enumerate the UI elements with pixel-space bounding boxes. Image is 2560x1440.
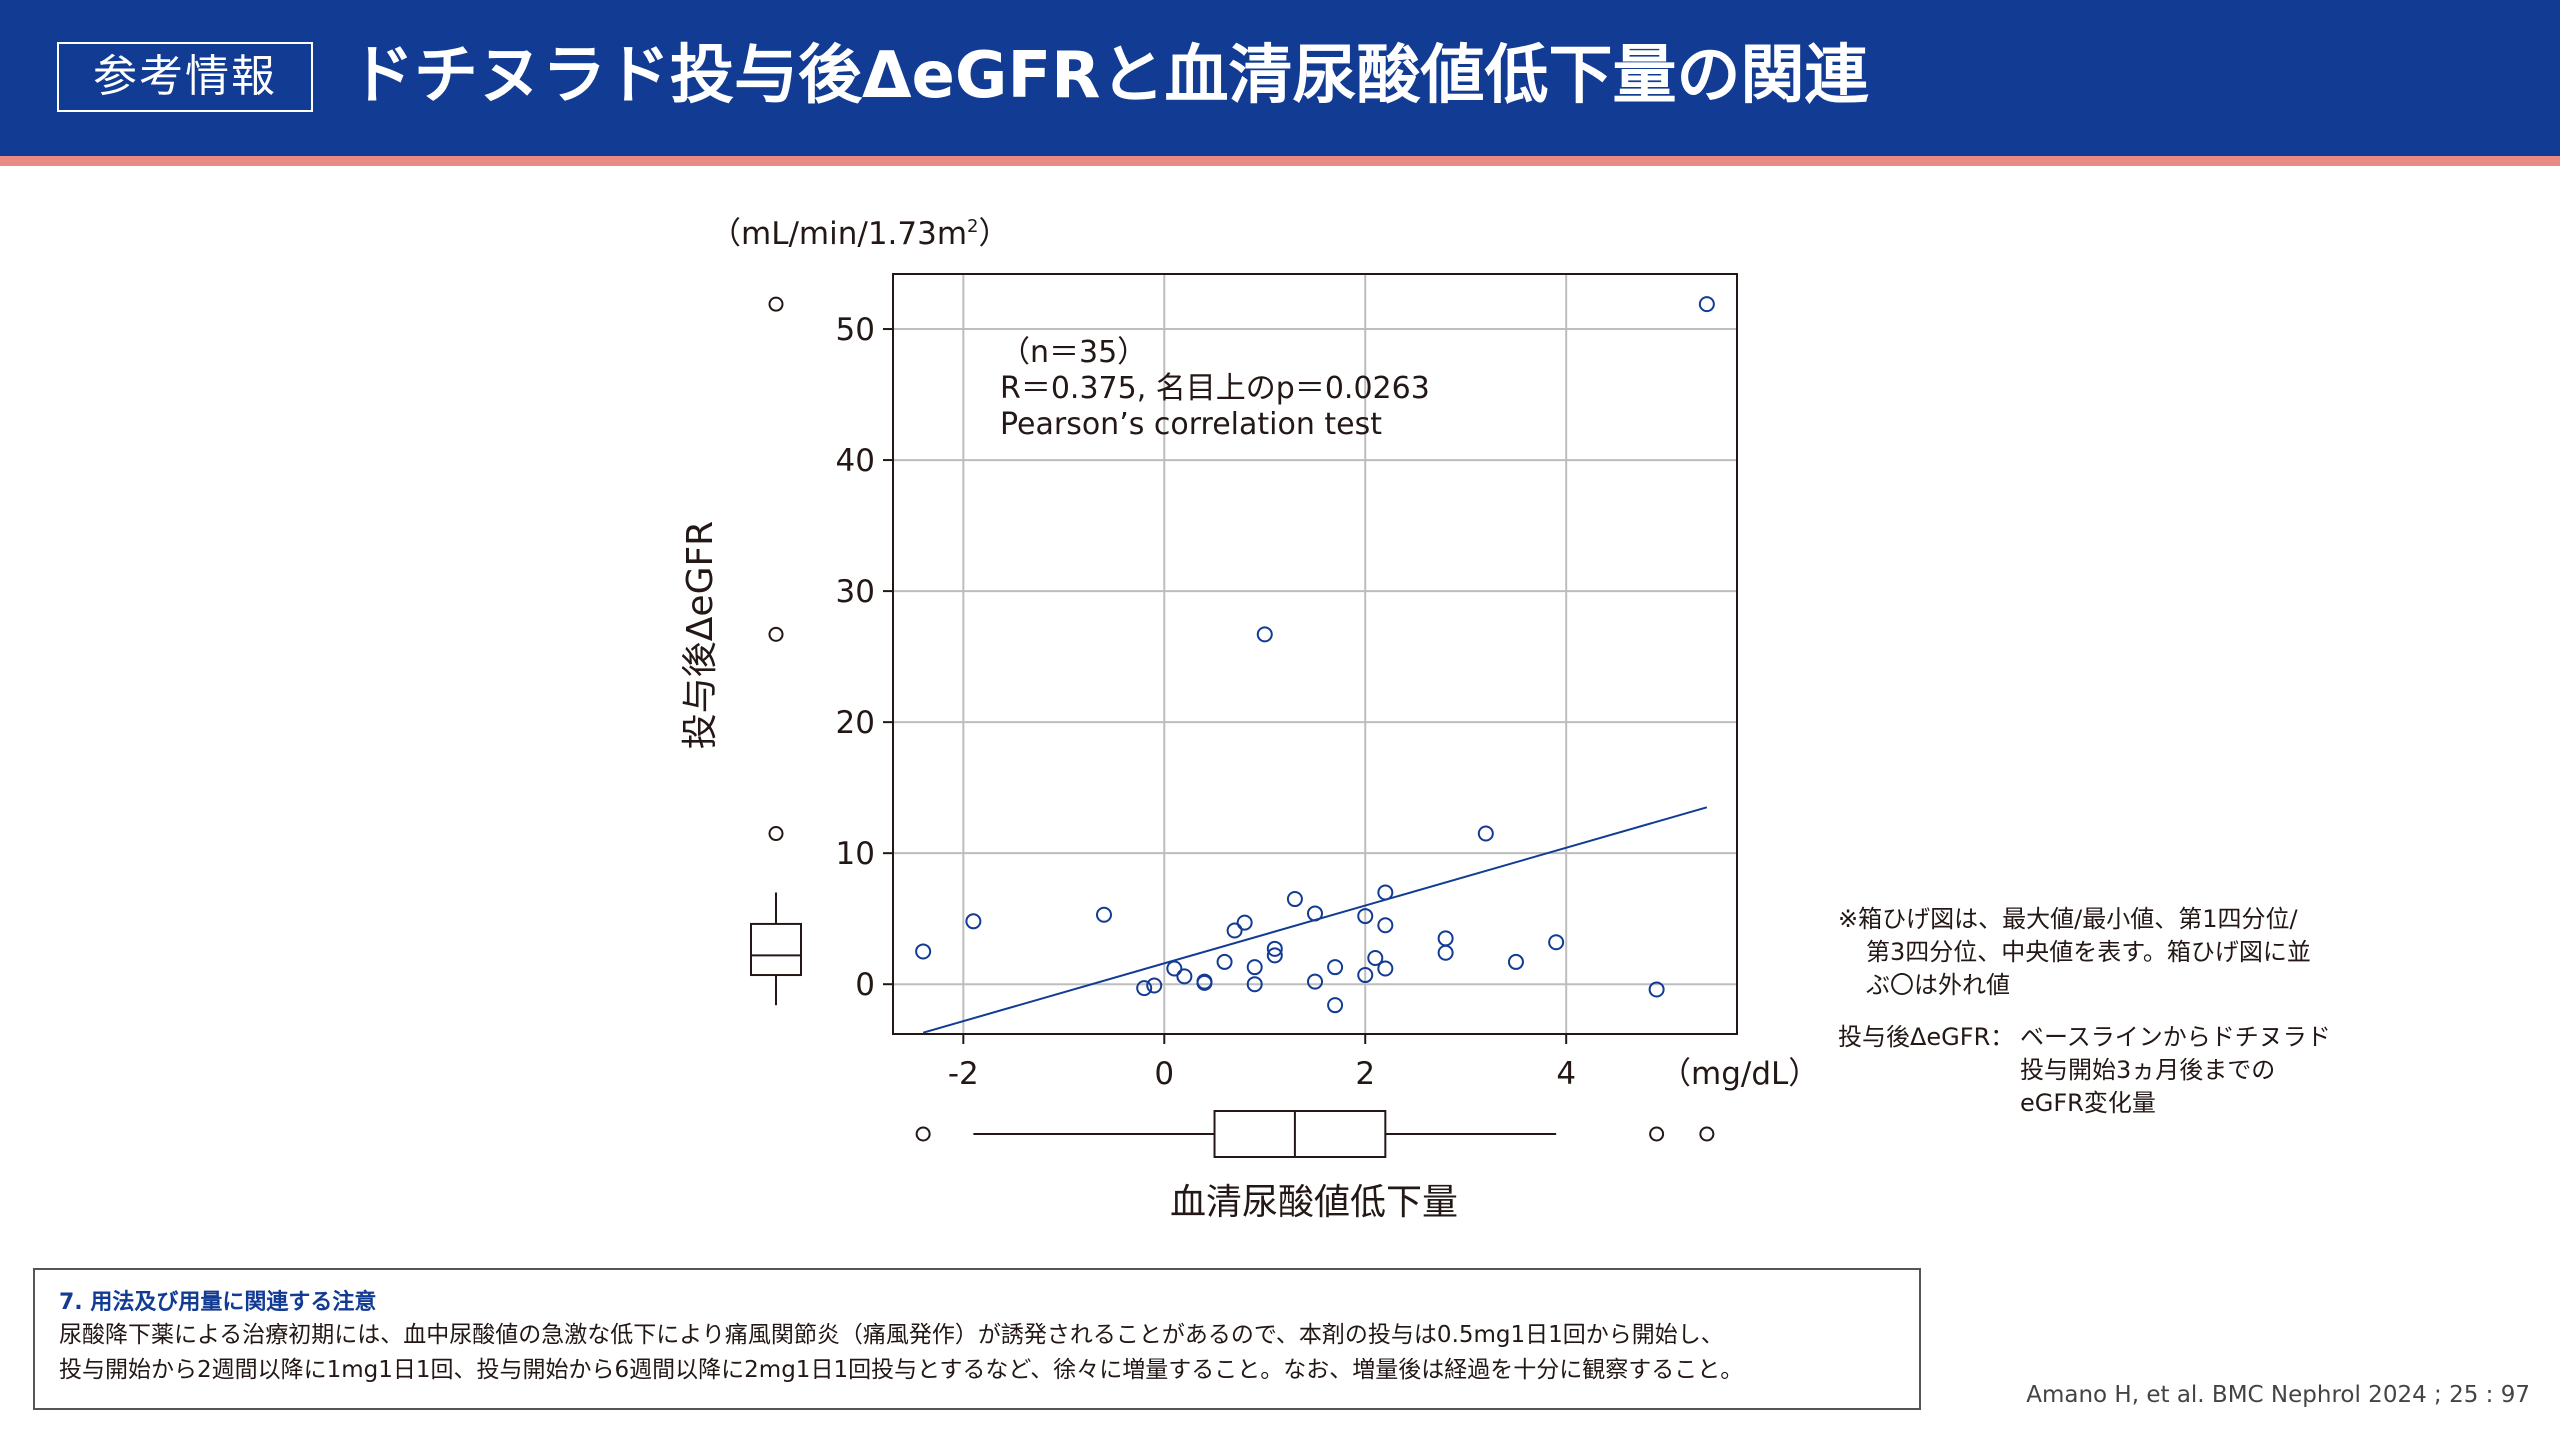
data-point xyxy=(1266,947,1283,964)
data-point xyxy=(1377,917,1394,934)
data-point xyxy=(1096,906,1112,923)
annotation-n: （n＝35） xyxy=(1000,335,1147,370)
y-unit-label: （mL/min/1.73m2） xyxy=(710,216,1010,252)
data-point xyxy=(1286,891,1303,908)
y-tick-label: 20 xyxy=(836,705,875,741)
definition-description: ベースラインからドチヌラド 投与開始3ヵ月後までの eGFR変化量 xyxy=(2020,1021,2380,1120)
x-tick-label: 2 xyxy=(1355,1056,1375,1092)
y-tick-label: 40 xyxy=(836,443,875,479)
accent-stripe xyxy=(0,156,2560,166)
data-point xyxy=(1266,940,1283,957)
data-point xyxy=(1246,959,1263,976)
data-point xyxy=(1307,973,1323,990)
data-point xyxy=(1357,908,1374,925)
dosage-caution-box: 7. 用法及び用量に関連する注意 尿酸降下薬による治療初期には、血中尿酸値の急激… xyxy=(33,1268,1921,1410)
y-unit-text: （mL/min/1.73m xyxy=(710,216,967,252)
data-point xyxy=(1307,905,1323,922)
y-tick-label: 30 xyxy=(836,574,875,610)
data-point xyxy=(1256,626,1273,643)
header-bar: 参考情報 ドチヌラド投与後ΔeGFRと血清尿酸値低下量の関連 xyxy=(0,0,2560,156)
x-tick-label: 0 xyxy=(1154,1056,1174,1092)
annotation-r-p: R＝0.375, 名目上のp＝0.0263 xyxy=(1000,371,1430,406)
footnote-line-3: ぶ〇は外れ値 xyxy=(1866,971,2010,999)
data-point xyxy=(1146,977,1163,994)
data-point xyxy=(1246,976,1263,993)
x-box-outlier xyxy=(1649,1126,1665,1142)
stats-annotation: （n＝35） R＝0.375, 名目上のp＝0.0263 Pearson’s c… xyxy=(1000,335,1430,442)
data-point xyxy=(1377,884,1394,901)
y-box-outlier xyxy=(768,826,784,842)
data-point xyxy=(1377,960,1394,977)
y-tick-label: 0 xyxy=(855,967,875,1003)
footnote-line-2: 第3四分位、中央値を表す。箱ひげ図に並 xyxy=(1866,938,2311,966)
x-boxplot xyxy=(915,1110,1715,1158)
x-box-outlier xyxy=(915,1126,931,1142)
y-unit-close: ） xyxy=(979,216,1010,252)
x-box-iqr xyxy=(1213,1110,1387,1158)
y-box-iqr xyxy=(750,922,802,977)
data-point xyxy=(1176,968,1193,985)
x-tick-label: -2 xyxy=(948,1056,979,1092)
definition-line-3: eGFR変化量 xyxy=(2020,1089,2156,1117)
x-axis-title: 血清尿酸値低下量 xyxy=(1170,1182,1458,1223)
annotation-test: Pearson’s correlation test xyxy=(1000,407,1382,442)
x-tick-label: 4 xyxy=(1556,1056,1576,1092)
y-tick-label: 10 xyxy=(836,836,875,872)
y-unit-superscript: 2 xyxy=(967,216,978,237)
data-point xyxy=(1507,953,1524,970)
boxplots xyxy=(750,296,1715,1158)
data-point xyxy=(1166,960,1183,977)
page-title: ドチヌラド投与後ΔeGFRと血清尿酸値低下量の関連 xyxy=(350,39,1869,113)
caution-line-1: 尿酸降下薬による治療初期には、血中尿酸値の急激な低下により痛風関節炎（痛風発作）… xyxy=(59,1322,1724,1348)
data-point xyxy=(1648,981,1665,998)
definition-line-2: 投与開始3ヵ月後までの xyxy=(2020,1056,2276,1084)
y-boxplot xyxy=(750,296,802,1006)
y-tick-label: 50 xyxy=(836,312,875,348)
reference-info-badge: 参考情報 xyxy=(57,42,313,112)
data-point xyxy=(1216,953,1233,970)
data-point xyxy=(915,943,932,960)
data-point xyxy=(1226,922,1243,939)
data-point xyxy=(1236,914,1253,931)
data-point xyxy=(1327,997,1344,1014)
data-point xyxy=(1698,296,1715,313)
citation: Amano H, et al. BMC Nephrol 2024 ; 25 : … xyxy=(2026,1382,2530,1408)
definition-line-1: ベースラインからドチヌラド xyxy=(2020,1023,2331,1051)
y-axis-title: 投与後ΔeGFR xyxy=(680,521,721,749)
x-unit-label: （mg/dL） xyxy=(1660,1056,1819,1092)
plot-area-frame xyxy=(892,273,1738,1035)
grid-lines xyxy=(893,274,1737,1034)
data-point xyxy=(1196,974,1213,991)
data-point xyxy=(1548,934,1565,951)
data-points xyxy=(915,296,1715,1014)
data-point xyxy=(1136,980,1153,997)
caution-title: 7. 用法及び用量に関連する注意 xyxy=(59,1290,377,1315)
data-point xyxy=(965,913,982,930)
data-point xyxy=(1437,930,1454,947)
caution-line-2: 投与開始から2週間以降に1mg1日1回、投与開始から6週間以降に2mg1日1回投… xyxy=(59,1357,1744,1383)
x-box-outlier xyxy=(1699,1126,1715,1142)
footnote-line-1: ※箱ひげ図は、最大値/最小値、第1四分位/ xyxy=(1838,905,2298,933)
definition-term: 投与後ΔeGFR： xyxy=(1838,1023,2015,1051)
data-point xyxy=(1477,825,1494,842)
data-point xyxy=(1327,959,1344,976)
boxplot-footnote: ※箱ひげ図は、最大値/最小値、第1四分位/ 第3四分位、中央値を表す。箱ひげ図に… xyxy=(1838,903,2358,1002)
data-point xyxy=(1357,967,1374,984)
y-box-outlier xyxy=(768,296,784,312)
y-box-outlier xyxy=(768,626,784,642)
data-point xyxy=(1437,944,1454,961)
data-point xyxy=(1367,950,1384,966)
